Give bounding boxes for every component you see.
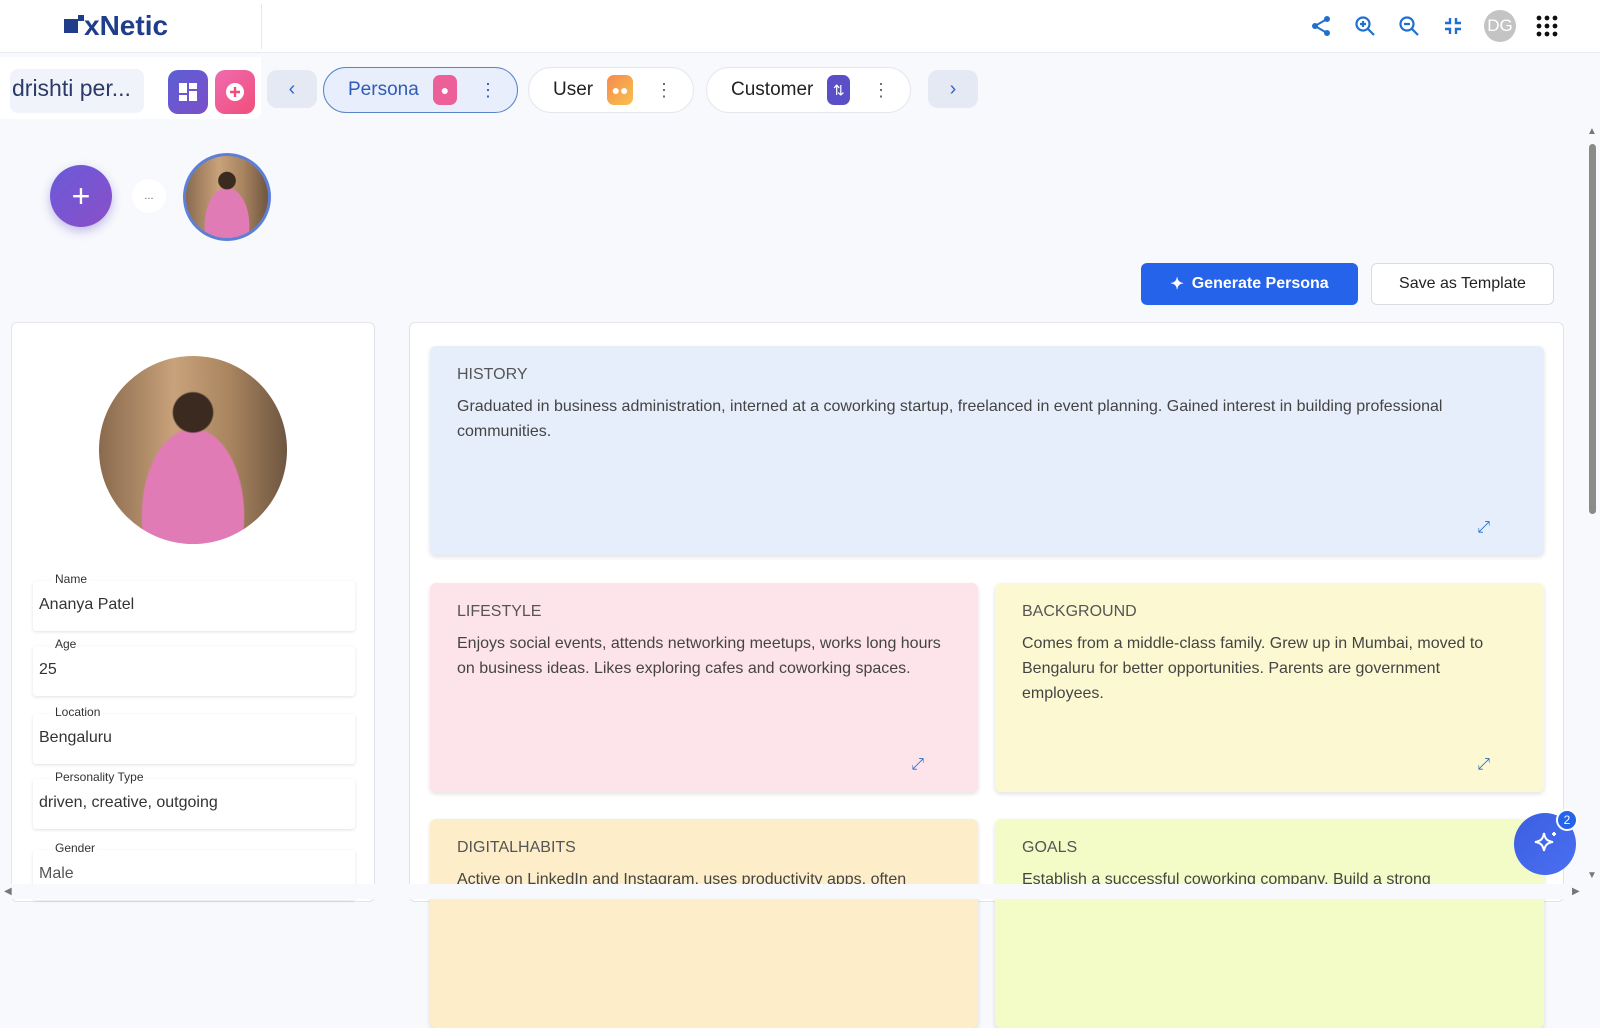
collapse-icon[interactable] <box>1440 13 1466 39</box>
background-card: BACKGROUND Comes from a middle-class fami… <box>995 583 1544 792</box>
notification-badge: 2 <box>1556 809 1578 831</box>
project-box: drishti per... <box>0 57 261 119</box>
share-icon[interactable] <box>1308 13 1334 39</box>
plus-circle-icon <box>226 83 244 101</box>
more-vert-icon[interactable]: ⋮ <box>655 79 673 100</box>
expand-icon[interactable]: ⤢ <box>1477 756 1490 773</box>
more-vert-icon[interactable]: ⋮ <box>872 79 890 100</box>
tabs-next-button[interactable]: › <box>928 70 978 108</box>
goals-card: GOALS Establish a successful coworking co… <box>995 819 1544 1028</box>
generate-persona-button[interactable]: ✦ Generate Persona <box>1141 263 1358 305</box>
location-field[interactable]: Location Bengaluru <box>33 705 355 764</box>
save-template-button[interactable]: Save as Template <box>1371 263 1554 305</box>
persona-avatar-selected[interactable] <box>183 153 271 241</box>
horizontal-scrollbar[interactable]: ◀ ▶ <box>0 884 1600 899</box>
project-name[interactable]: drishti per... <box>10 69 144 113</box>
zoom-out-icon[interactable] <box>1396 13 1422 39</box>
history-card: HISTORY Graduated in business administrat… <box>430 346 1544 555</box>
age-field[interactable]: Age 25 <box>33 637 355 696</box>
broken-image-avatar[interactable]: ... <box>132 179 166 213</box>
user-avatar[interactable]: DG <box>1484 10 1516 42</box>
tab-user[interactable]: User ●● ⋮ <box>528 67 694 113</box>
digital-habits-card: DIGITALHABITS Active on LinkedIn and Inst… <box>430 819 978 1028</box>
logo[interactable]: xNetic <box>64 10 168 42</box>
persona-details-panel: HISTORY Graduated in business administrat… <box>409 322 1564 1028</box>
expand-icon[interactable]: ⤢ <box>1477 519 1490 536</box>
add-tab-button[interactable] <box>215 70 255 114</box>
lifestyle-card: LIFESTYLE Enjoys social events, attends n… <box>430 583 978 792</box>
dashboard-icon <box>179 83 197 101</box>
apps-grid-icon[interactable] <box>1534 13 1560 39</box>
sparkle-icon <box>1534 832 1556 852</box>
app-header: xNetic DG <box>0 0 1600 53</box>
add-persona-button[interactable]: + <box>50 165 112 227</box>
person-icon: ● <box>432 75 457 105</box>
tab-customer[interactable]: Customer ⇅ ⋮ <box>706 67 911 113</box>
name-field[interactable]: Name Ananya Patel <box>33 572 355 631</box>
sparkle-icon: ✦ <box>1170 276 1184 293</box>
divider <box>261 4 262 49</box>
journey-icon: ⇅ <box>827 75 850 105</box>
users-icon: ●● <box>607 75 633 105</box>
dashboard-button[interactable] <box>168 70 208 114</box>
expand-icon[interactable]: ⤢ <box>911 756 924 773</box>
personality-type-field[interactable]: Personality Type driven, creative, outgoi… <box>33 770 355 829</box>
logo-mark-icon <box>64 15 84 33</box>
tab-bar: drishti per... ‹ Persona ● ⋮ User ●● ⋮ Custo… <box>0 53 1600 122</box>
tabs-prev-button[interactable]: ‹ <box>267 70 317 108</box>
persona-photo <box>99 356 287 544</box>
zoom-in-icon[interactable] <box>1352 13 1378 39</box>
more-vert-icon[interactable]: ⋮ <box>479 79 497 100</box>
profile-card: Name Ananya Patel Age 25 Location Bengaluru… <box>11 322 375 902</box>
ai-assistant-button[interactable] <box>1514 813 1576 875</box>
vertical-scrollbar[interactable]: ▲ ▼ <box>1587 126 1597 881</box>
tab-persona[interactable]: Persona ● ⋮ <box>323 67 518 113</box>
scrollbar-thumb[interactable] <box>1589 144 1596 514</box>
